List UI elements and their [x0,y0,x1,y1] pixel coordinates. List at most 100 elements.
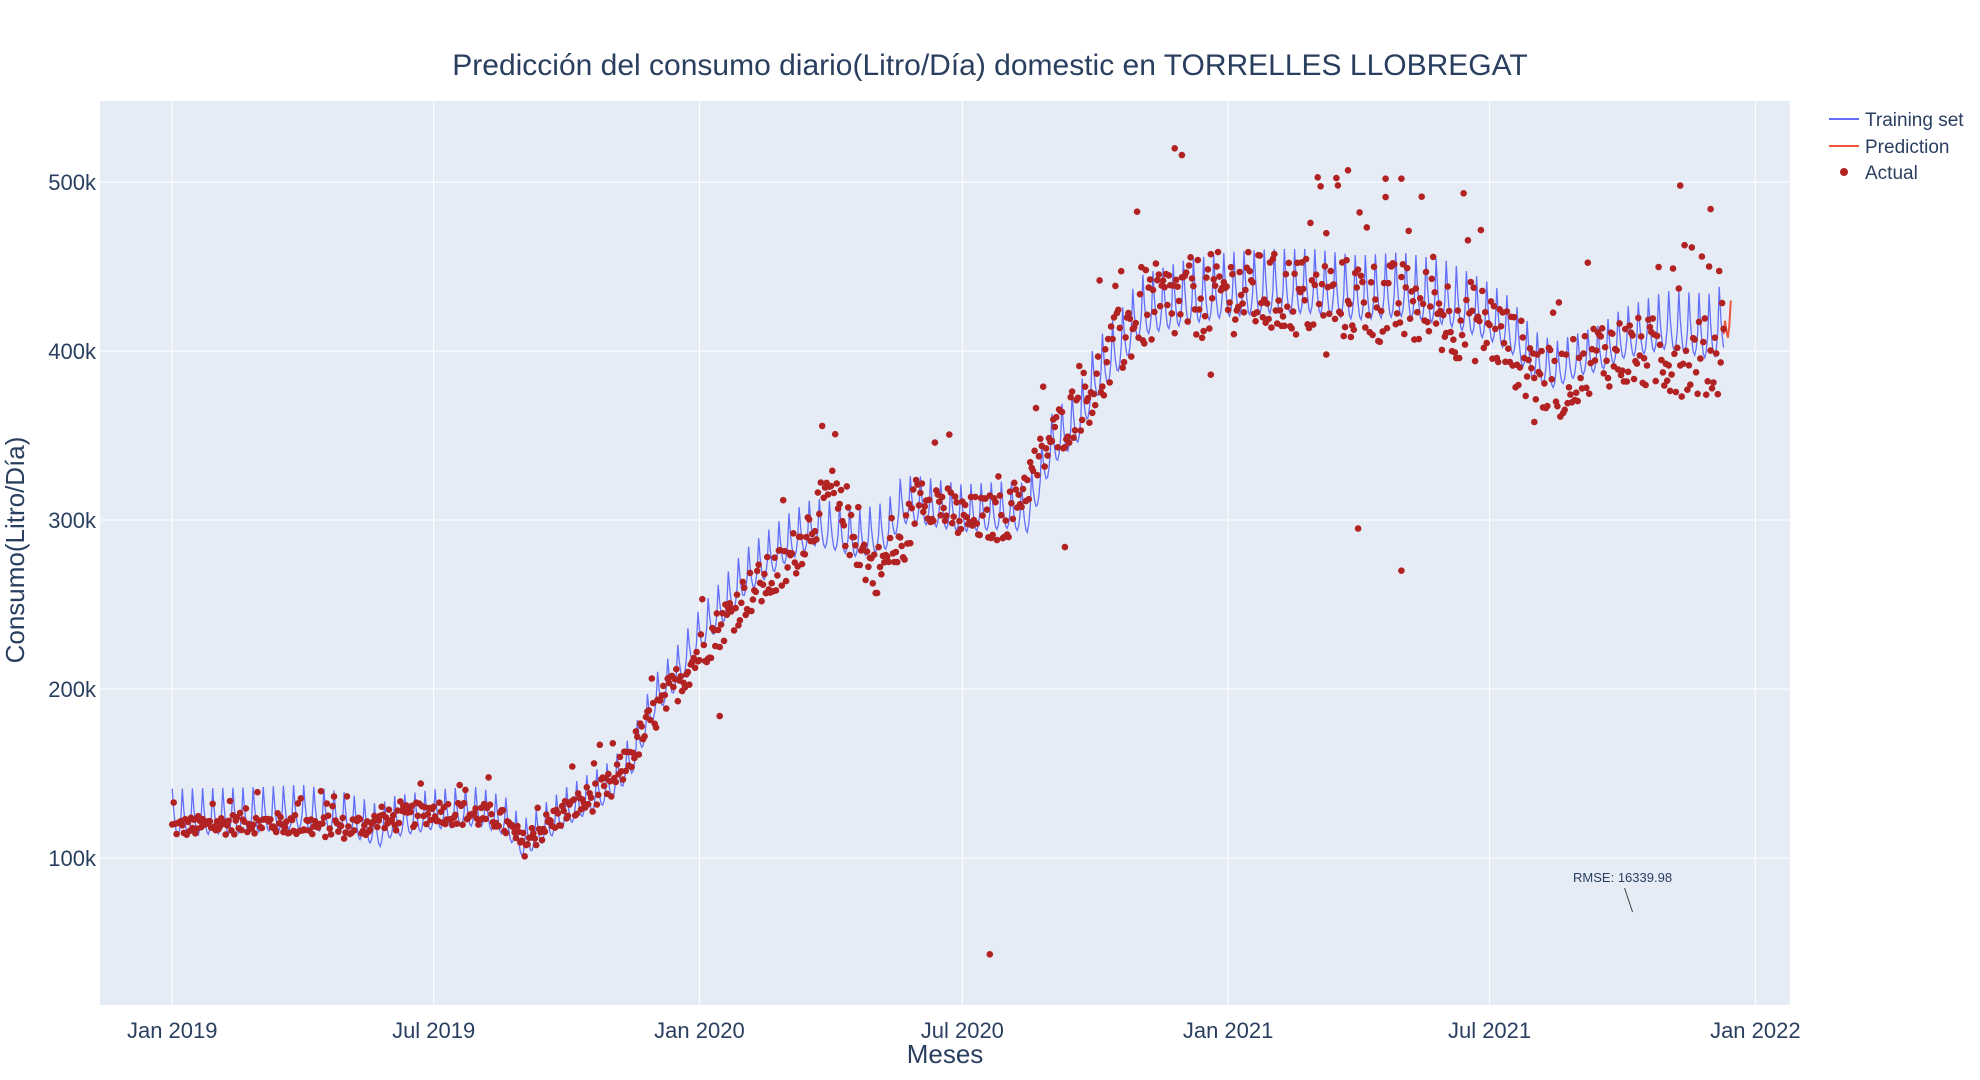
actual-point [1074,394,1082,402]
actual-point [1271,250,1278,258]
actual-point [1574,397,1581,405]
actual-point [1575,354,1583,362]
actual-point [898,542,905,550]
actual-point [1155,271,1163,278]
actual-point [813,536,820,543]
actual-point [1268,324,1275,331]
actual-point [1692,369,1700,376]
actual-point [1440,311,1447,319]
actual-point [792,570,800,577]
actual-point [1275,297,1282,304]
actual-point [1531,418,1538,426]
actual-point [632,728,640,735]
actual-point [1606,383,1613,390]
legend[interactable]: Training set Prediction Actual [1829,110,1964,184]
actual-point [1658,356,1665,364]
actual-point [1424,318,1431,326]
actual-point [1311,281,1319,289]
actual-point [996,492,1004,499]
actual-point [1640,355,1648,362]
actual-point [1125,309,1132,317]
actual-point [1265,315,1272,323]
actual-point [1418,193,1425,200]
actual-point [735,622,742,629]
actual-point [1299,285,1307,293]
legend-item-training-set[interactable]: Training set [1829,110,1964,131]
legend-item-actual[interactable]: Actual [1840,163,1918,184]
actual-point [324,812,332,819]
actual-point [378,803,386,811]
actual-point [645,707,653,714]
actual-point [1519,334,1527,341]
actual-point [1601,343,1609,351]
actual-point [1052,413,1060,421]
actual-point [941,517,949,525]
actual-point [947,489,955,496]
y-tick-label: 500k [48,170,97,195]
actual-point [343,793,351,800]
actual-point [1435,300,1443,307]
actual-point [1142,266,1150,274]
legend-swatch-actual [1840,168,1848,176]
actual-point [1695,318,1703,326]
actual-point [948,519,956,527]
actual-point [1185,262,1193,269]
actual-point [1232,316,1239,323]
actual-point [850,533,858,541]
actual-point [1468,307,1476,315]
actual-point [1128,353,1135,360]
actual-point [1107,323,1115,330]
actual-point [631,754,638,762]
actual-point [817,479,825,486]
actual-point [1492,325,1499,333]
actual-point [1463,296,1470,304]
actual-point [1483,339,1490,347]
actual-point [1652,377,1659,385]
actual-point [1525,356,1532,364]
actual-point [514,822,521,830]
actual-point [1346,300,1353,308]
actual-point [740,584,748,592]
actual-point [896,534,904,541]
actual-point [1544,402,1551,410]
actual-point [909,486,917,493]
actual-point [829,467,836,475]
series-line-training-set [171,248,1725,857]
actual-point [860,541,868,549]
actual-point [1143,311,1151,319]
actual-point [1584,259,1592,267]
actual-point [609,740,617,747]
actual-point [335,828,342,835]
actual-point [1229,270,1236,278]
actual-point [1291,270,1298,278]
actual-point [1204,266,1212,273]
actual-point [430,803,438,810]
actual-point [1682,347,1690,355]
legend-item-prediction[interactable]: Prediction [1829,137,1950,158]
actual-point [385,806,393,813]
actual-point [1034,471,1041,479]
actual-point [1315,300,1323,308]
actual-point [1385,279,1392,287]
actual-point [612,778,619,786]
actual-point [297,795,305,802]
actual-point [1451,349,1459,356]
actual-point [323,800,331,807]
actual-point [1457,317,1464,324]
actual-point [1312,271,1320,279]
actual-point [1042,445,1050,452]
actual-point [414,812,422,820]
actual-point [1476,317,1483,325]
actual-point [417,780,425,787]
actual-point [326,825,334,832]
actual-point [532,841,540,849]
actual-point [589,808,596,815]
actual-point [179,822,186,829]
actual-point [1702,391,1710,399]
actual-point [1206,325,1213,332]
actual-point [1195,306,1203,313]
actual-point [1154,276,1161,284]
actual-point [771,554,778,561]
actual-point [902,512,910,519]
actual-point [1054,444,1061,451]
